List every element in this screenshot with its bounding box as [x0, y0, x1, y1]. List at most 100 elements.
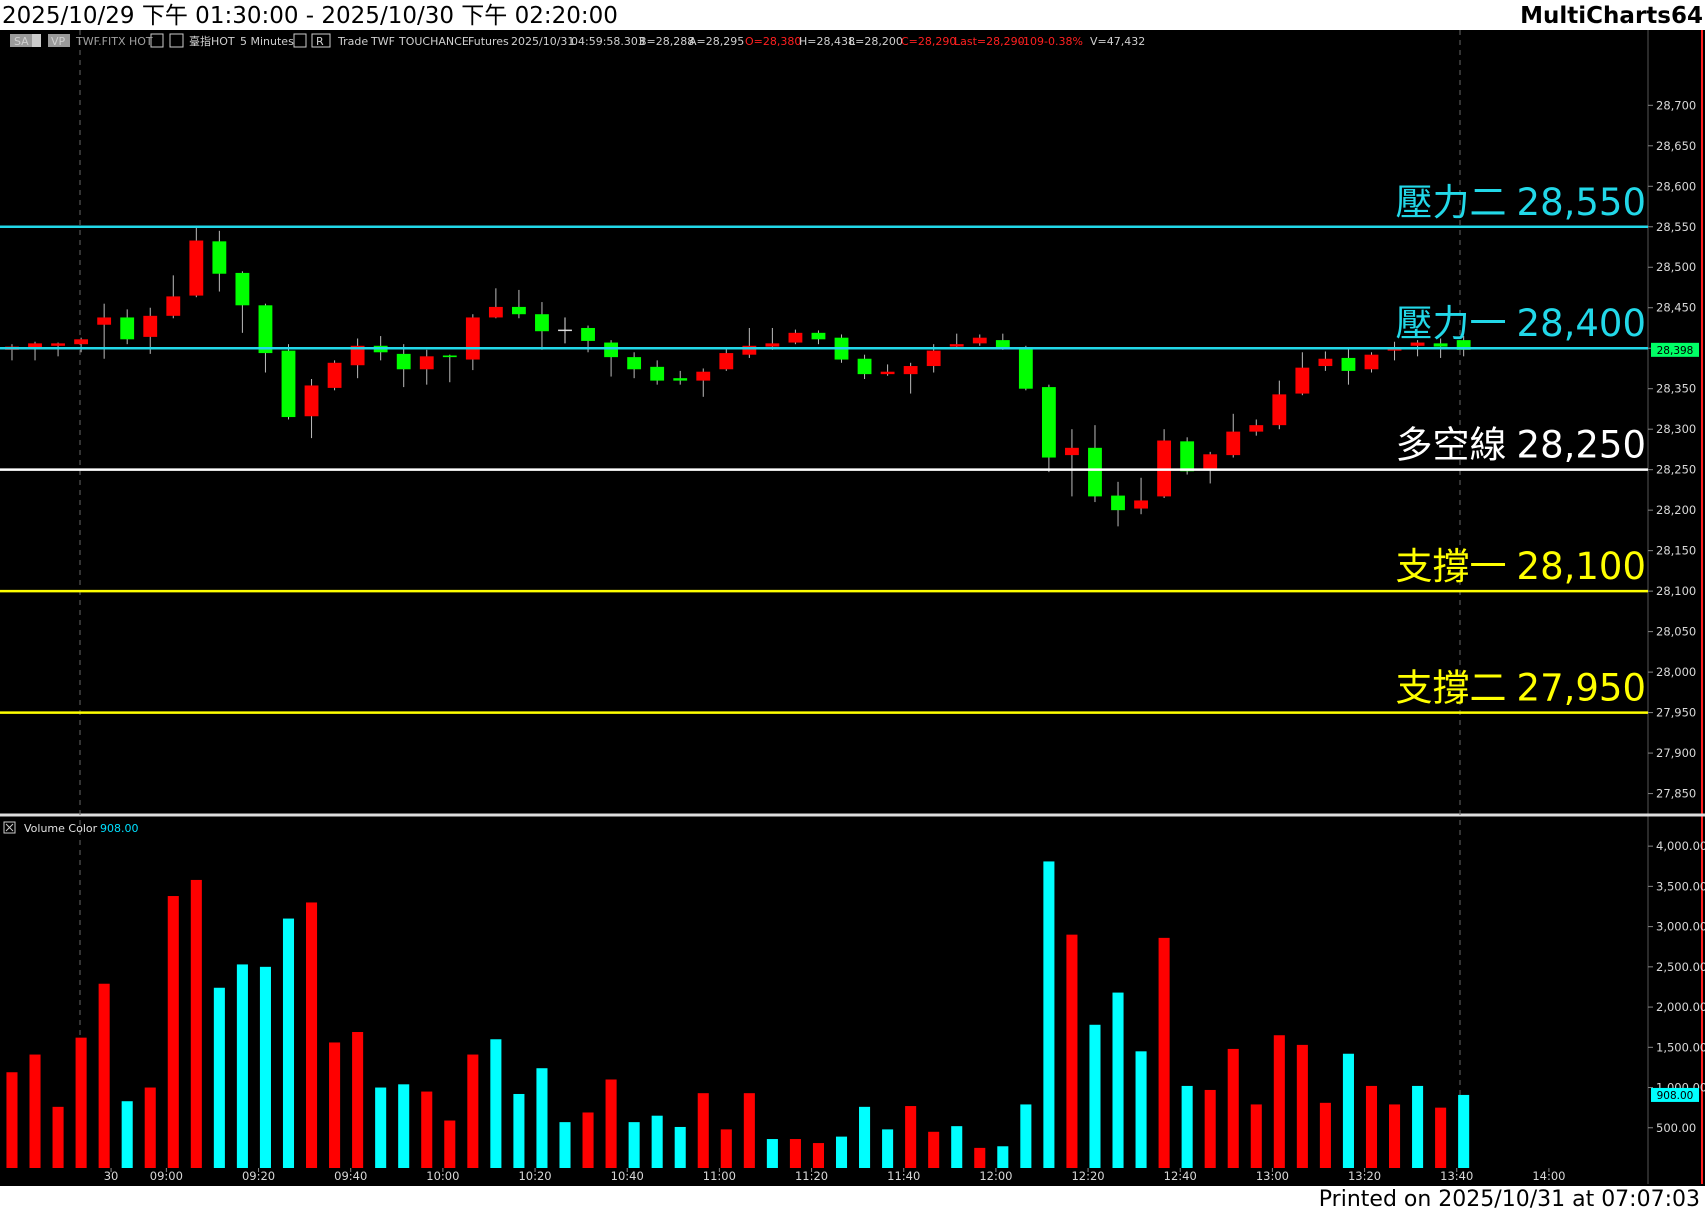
- last-volume-tag: [1651, 1087, 1699, 1102]
- x-tick-label: 10:40: [611, 1169, 644, 1183]
- x-tick-label: 11:00: [703, 1169, 736, 1183]
- volume-close-x[interactable]: [5, 823, 14, 832]
- candle-body: [926, 350, 941, 367]
- volume-bar: [697, 1093, 709, 1168]
- level-label: 壓力一 28,400: [1396, 302, 1646, 345]
- x-tick-label: 10:00: [426, 1169, 459, 1183]
- level-value: 28,250: [1517, 424, 1646, 467]
- toolbar-item: TWF.FITX HOT: [75, 35, 153, 48]
- x-tick-label: 14:00: [1532, 1169, 1565, 1183]
- candle-body: [880, 371, 895, 375]
- level-label: 壓力二 28,550: [1396, 181, 1646, 224]
- sa-button[interactable]: [10, 34, 32, 47]
- volume-bar: [259, 966, 271, 1168]
- y-tick-label: 4,000.00: [1656, 839, 1705, 853]
- y-tick-label: 2,000.00: [1656, 1000, 1705, 1014]
- candle-body: [857, 358, 872, 375]
- footer: Printed on 2025/10/31 at 07:07:03: [1319, 1187, 1700, 1211]
- volume-bar: [375, 1087, 387, 1168]
- r-button[interactable]: [311, 33, 331, 48]
- toolbar-item: V=47,432: [1090, 35, 1145, 48]
- level-name: 支撐一: [1396, 545, 1507, 588]
- candle-body: [166, 296, 181, 316]
- toolbar-item: VP: [51, 35, 66, 48]
- candle-body: [650, 366, 665, 381]
- y-tick-label: 28,300: [1656, 422, 1696, 436]
- volume-bar: [536, 1068, 548, 1168]
- volume-bar: [1412, 1085, 1424, 1168]
- y-tick-label: 3,000.00: [1656, 920, 1705, 934]
- level-label: 支撐一 28,100: [1396, 545, 1646, 588]
- candle-body: [581, 327, 595, 341]
- candle-body: [1088, 447, 1102, 497]
- volume-bar: [766, 1139, 778, 1168]
- level-label: 支撐二 27,950: [1396, 667, 1646, 710]
- sa-dropdown[interactable]: [32, 34, 41, 47]
- volume-bar: [674, 1126, 686, 1168]
- volume-bar: [882, 1129, 894, 1168]
- volume-bar: [1089, 1024, 1101, 1168]
- volume-bar: [52, 1106, 64, 1168]
- volume-bar: [905, 1106, 917, 1168]
- x-tick-label: 10:20: [518, 1169, 551, 1183]
- volume-bar: [467, 1054, 479, 1168]
- volume-bar: [720, 1129, 732, 1168]
- interval-dropdown[interactable]: [293, 33, 307, 48]
- candle-body: [1180, 441, 1195, 472]
- level-value: 28,550: [1517, 181, 1646, 224]
- y-tick-label: 28,000: [1656, 665, 1696, 679]
- level-value: 28,100: [1517, 545, 1646, 588]
- volume-bar: [1319, 1102, 1331, 1168]
- volume-close-box[interactable]: [3, 821, 16, 834]
- y-tick-label: 28,250: [1656, 463, 1696, 477]
- candle-body: [235, 272, 250, 306]
- volume-bar: [1435, 1107, 1447, 1168]
- y-tick-label: 28,200: [1656, 503, 1696, 517]
- volume-bar: [29, 1054, 41, 1168]
- x-tick-label: 12:20: [1071, 1169, 1104, 1183]
- y-tick-label: 27,950: [1656, 706, 1696, 720]
- toolbar-item: Last=28,290: [954, 35, 1025, 48]
- toolbar-item: Futures: [468, 35, 509, 48]
- toolbar-item: 04:59:58.303: [571, 35, 645, 48]
- volume-bar: [306, 902, 318, 1168]
- volume-bar: [1365, 1085, 1378, 1168]
- candle-body: [1226, 431, 1241, 456]
- volume-bar: [490, 1039, 502, 1168]
- volume-bar: [1204, 1089, 1216, 1168]
- toolbar-item: B=28,288: [639, 35, 694, 48]
- volume-bar: [6, 1072, 18, 1168]
- volume-bar: [743, 1093, 755, 1168]
- x-tick-label: 13:00: [1256, 1169, 1289, 1183]
- vp-button[interactable]: [48, 34, 70, 47]
- candle-body: [949, 344, 964, 347]
- volume-bar: [928, 1131, 940, 1168]
- volume-bar: [812, 1143, 824, 1168]
- candle-body: [696, 371, 711, 381]
- y-tick-label: 28,450: [1656, 301, 1696, 315]
- volume-bar: [1020, 1104, 1032, 1168]
- volume-bar: [1389, 1104, 1401, 1168]
- volume-bar: [605, 1079, 617, 1168]
- volume-title: Volume Color: [24, 822, 98, 835]
- volume-bar: [236, 964, 248, 1168]
- volume-bar: [1135, 1051, 1147, 1168]
- x-tick-label: 30: [104, 1169, 119, 1183]
- candle-body: [1410, 342, 1425, 346]
- volume-bar: [398, 1084, 410, 1168]
- volume-bar: [444, 1120, 456, 1168]
- symbol-dropdown[interactable]: [150, 33, 164, 48]
- volume-bar: [282, 918, 295, 1168]
- toolbar-item: O=28,380: [745, 35, 801, 48]
- brand: MultiCharts64: [1520, 3, 1703, 29]
- candle-body: [719, 353, 734, 370]
- y-tick-label: 28,050: [1656, 625, 1696, 639]
- candle-body: [442, 355, 457, 358]
- volume-last-value: 908.00: [100, 822, 139, 835]
- i-button[interactable]: [169, 33, 184, 48]
- candle-body: [1203, 454, 1218, 470]
- last-price-tag: [1651, 342, 1699, 357]
- candle-body: [1295, 367, 1310, 394]
- candle-body: [1249, 425, 1264, 432]
- volume-bar: [1158, 937, 1170, 1168]
